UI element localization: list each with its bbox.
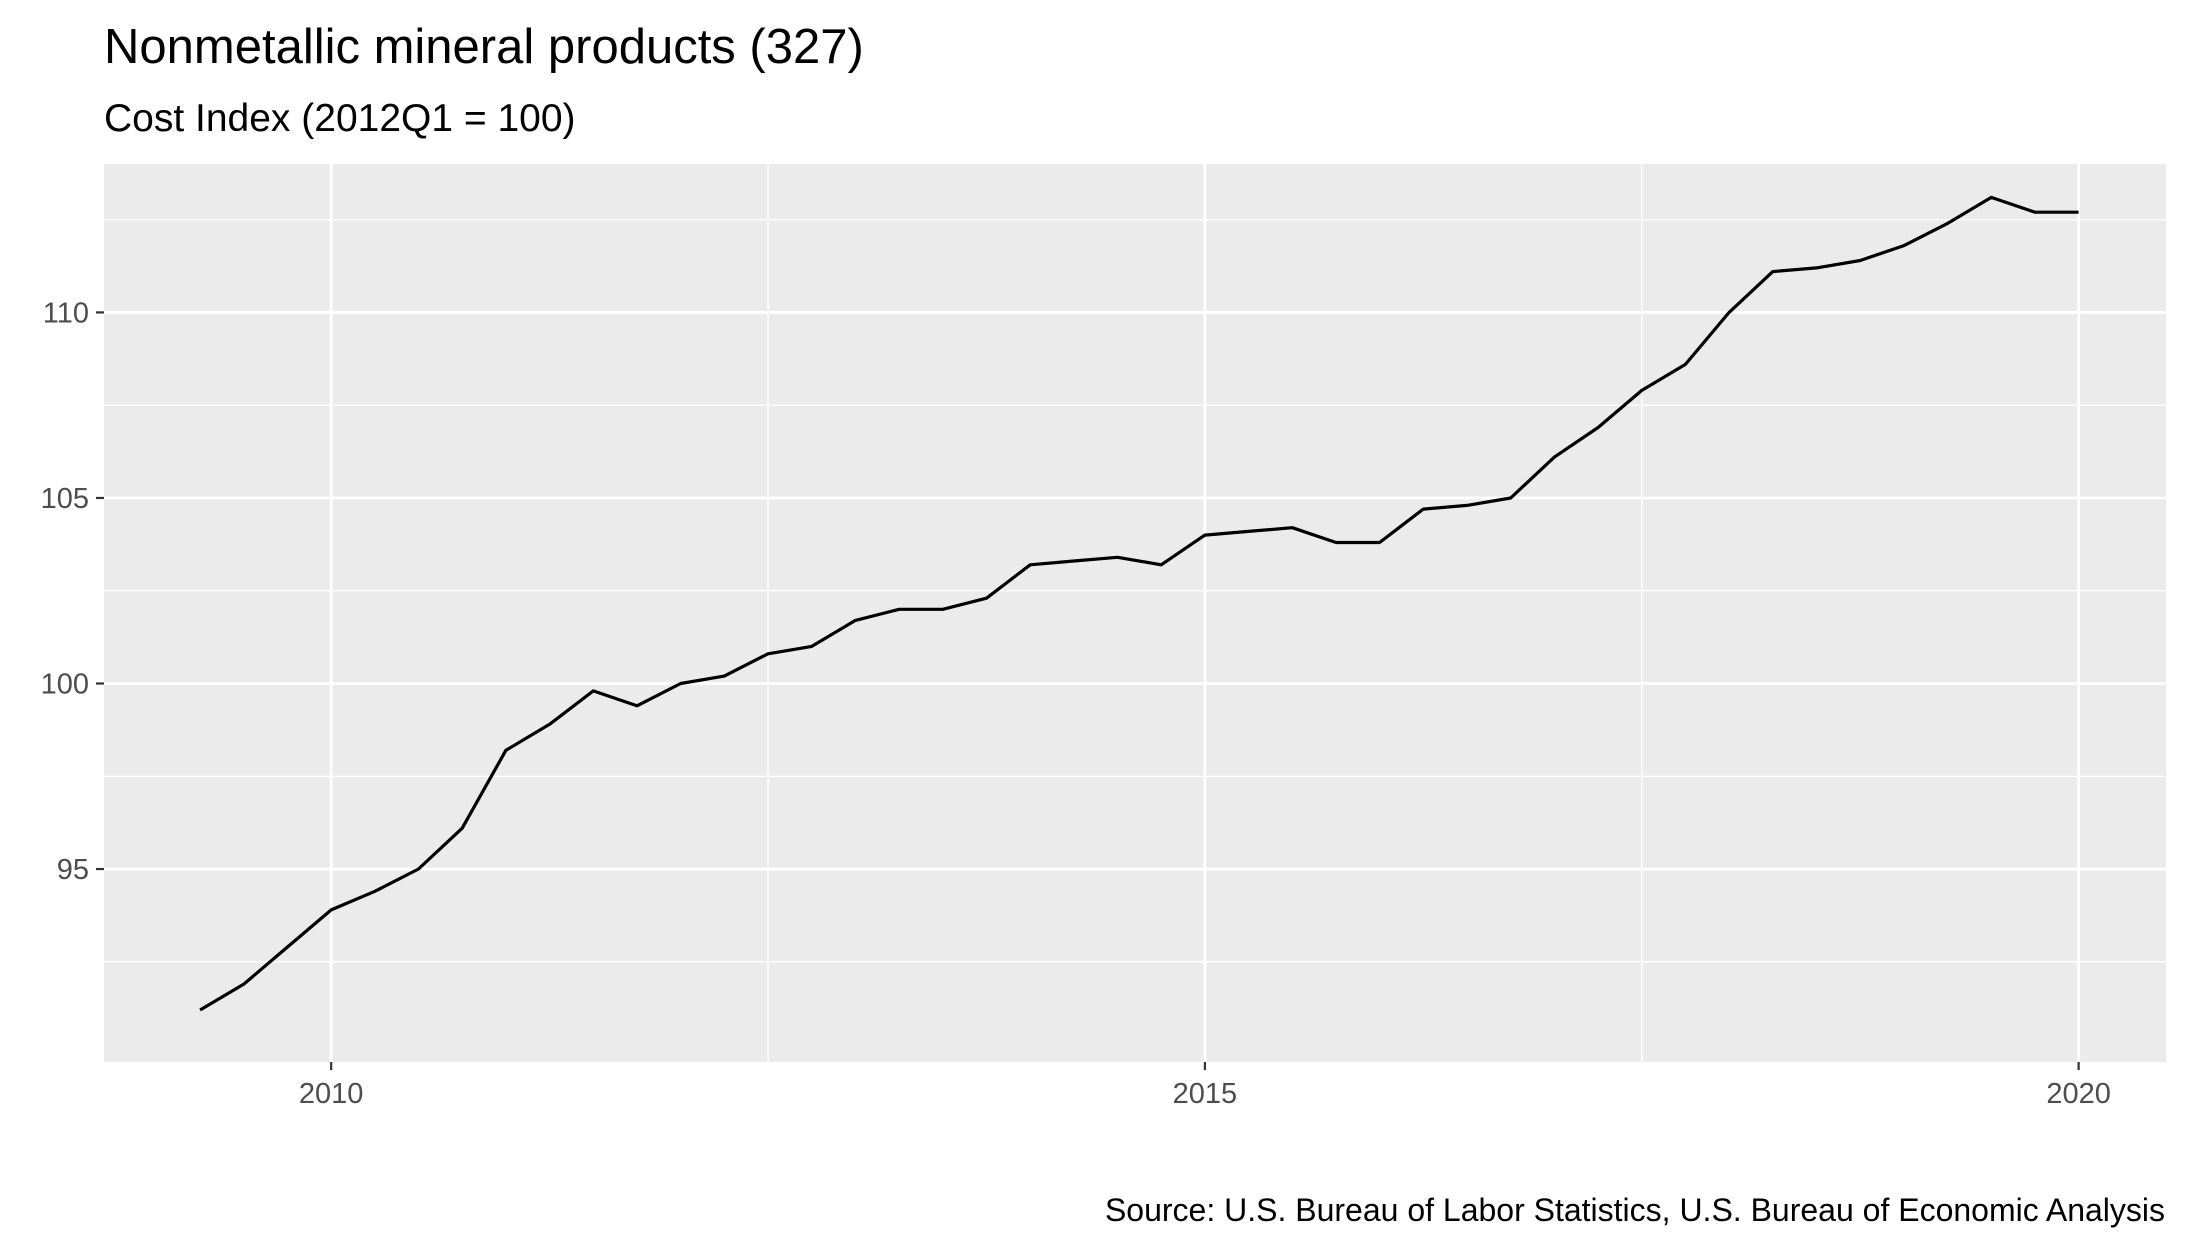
y-tick-label: 110 [43, 297, 89, 329]
y-tick-label: 95 [57, 854, 89, 886]
plot-panel [104, 164, 2166, 1062]
major-gridlines [104, 164, 2166, 1062]
series-line [199, 195, 2079, 1012]
x-tick-label: 2015 [1173, 1078, 1238, 1110]
chart-subtitle: Cost Index (2012Q1 = 100) [104, 97, 576, 140]
y-axis-tick-labels: 95 100 105 110 [41, 297, 89, 886]
axis-ticks [96, 311, 2080, 1070]
x-tick-label: 2020 [2046, 1078, 2111, 1110]
x-tick-label: 2010 [299, 1078, 364, 1110]
y-tick-label: 100 [41, 669, 89, 701]
chart-title: Nonmetallic mineral products (327) [104, 20, 864, 74]
y-tick-label: 105 [41, 483, 89, 515]
x-axis-tick-labels: 2010 2015 2020 [299, 1078, 2111, 1110]
chart-caption: Source: U.S. Bureau of Labor Statistics,… [1105, 1192, 2165, 1228]
